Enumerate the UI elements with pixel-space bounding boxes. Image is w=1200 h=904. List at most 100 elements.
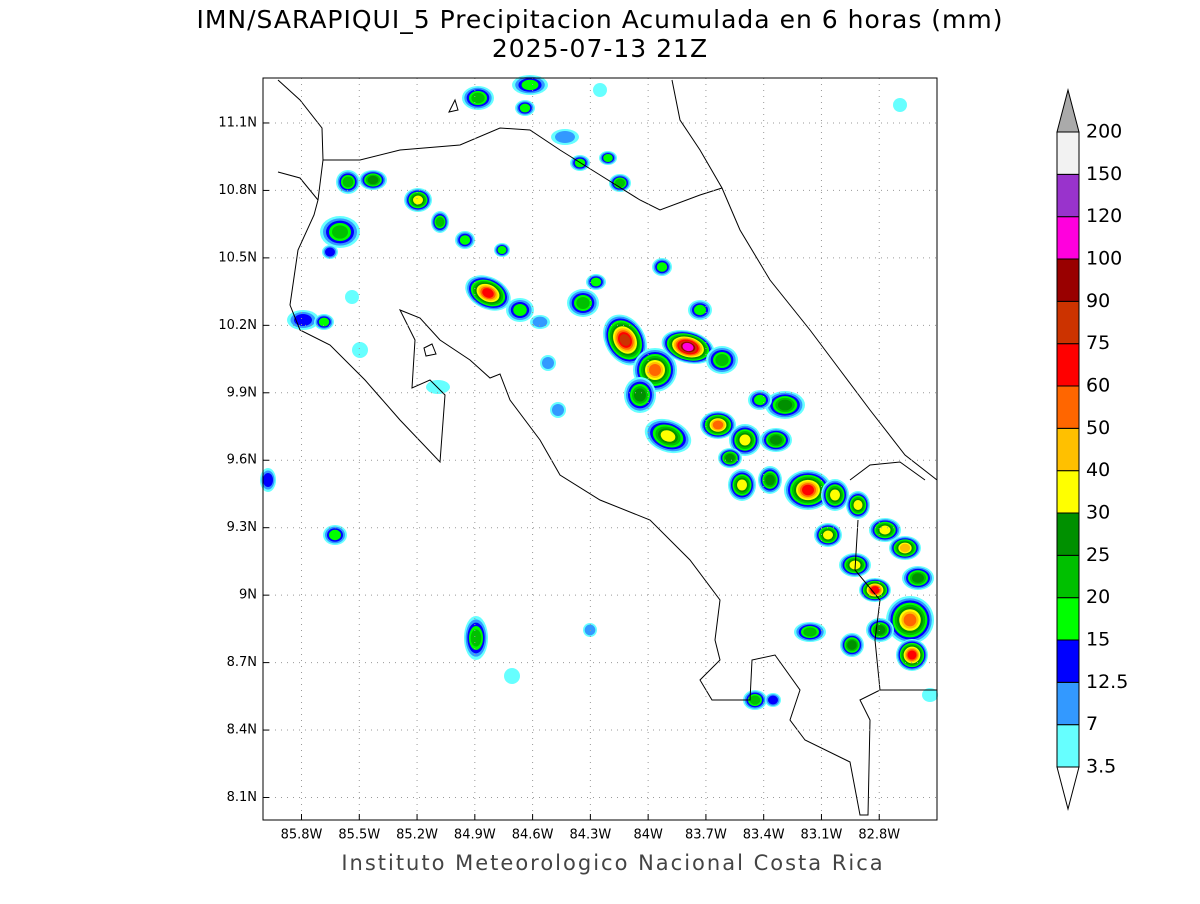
x-tick-label: 84W: [633, 828, 663, 843]
pacific-coast: [277, 171, 937, 816]
precip-area: [318, 317, 330, 327]
precip-area: [715, 354, 729, 366]
precip-area: [823, 530, 833, 540]
colorbar-label: 15: [1086, 629, 1110, 651]
x-tick-label: 84.3W: [569, 828, 611, 843]
precip-area: [725, 453, 735, 463]
colorbar-box: [1056, 597, 1080, 641]
precip-area: [532, 316, 548, 328]
precip-area: [899, 543, 911, 553]
precip-area: [345, 290, 359, 304]
precip-area: [739, 434, 751, 446]
footer: Instituto Meteorologico Nacional Costa R…: [341, 851, 884, 875]
precip-area: [555, 131, 575, 143]
colorbar-label: 30: [1086, 502, 1110, 524]
x-tick-label: 82.8W: [858, 828, 900, 843]
x-tick-label: 83.7W: [685, 828, 727, 843]
x-tick-label: 85.5W: [338, 828, 380, 843]
precip-layer: [260, 75, 938, 710]
precip-area: [922, 688, 938, 702]
y-tick-label: 10.5N: [218, 250, 257, 265]
precip-area: [329, 529, 341, 541]
colorbar-box: [1056, 385, 1080, 429]
colorbar-box: [1056, 724, 1080, 768]
border-panama: [849, 461, 926, 691]
colorbar-box: [1056, 343, 1080, 387]
precip-area: [342, 176, 354, 188]
precip-area: [754, 394, 766, 406]
y-tick-label: 10.2N: [218, 318, 257, 333]
colorbar-label: 25: [1086, 544, 1110, 566]
y-tick-label: 9.6N: [227, 453, 257, 468]
island: [423, 98, 459, 357]
precip-area: [912, 573, 924, 583]
precip-area: [853, 500, 863, 510]
colorbar-label: 12.5: [1086, 671, 1128, 693]
colorbar: 3.5 7 12.5 15 20 25 30 40 50 60 75 90 100 120 150 200: [1056, 88, 1128, 811]
precip-area: [660, 430, 676, 442]
precip-area: [471, 92, 485, 104]
x-tick-label: 83.4W: [743, 828, 785, 843]
axes: 8.1N 8.4N 8.7N 9N 9.3N 9.6N 9.9N 10.2N 10.5N 10.8…: [218, 78, 937, 843]
precip-area: [325, 247, 335, 257]
y-tick-label: 9N: [239, 588, 257, 603]
lake-shore: [277, 79, 324, 161]
precip-area: [770, 435, 782, 445]
precip-area: [903, 613, 917, 627]
y-tick-label: 11.1N: [218, 115, 257, 130]
precip-area: [749, 695, 761, 705]
precip-area: [712, 420, 724, 430]
precip-area: [590, 277, 602, 287]
colorbar-label: 75: [1086, 332, 1110, 354]
precip-area: [542, 357, 554, 369]
precip-area: [497, 246, 507, 254]
precip-area: [263, 473, 273, 487]
colorbar-label: 60: [1086, 375, 1110, 397]
colorbar-box: [1056, 258, 1080, 302]
precip-area: [649, 364, 661, 376]
precip-area: [777, 399, 793, 411]
precip-area: [426, 380, 450, 394]
y-tick-label: 8.1N: [227, 790, 257, 805]
precip-area: [552, 404, 564, 416]
colorbar-box: [1056, 131, 1080, 175]
y-tick-label: 8.7N: [227, 655, 257, 670]
precip-area: [294, 314, 312, 326]
colorbar-box: [1056, 300, 1080, 345]
precip-area: [615, 178, 625, 188]
colorbar-under: [1056, 766, 1080, 811]
y-tick-label: 8.4N: [227, 723, 257, 738]
colorbar-over: [1056, 88, 1080, 133]
precip-area: [694, 304, 706, 316]
border-nicaragua: [317, 127, 723, 211]
colorbar-label: 3.5: [1086, 756, 1116, 778]
precip-area: [603, 154, 613, 162]
colorbar-box: [1056, 427, 1080, 472]
colorbar-label: 20: [1086, 586, 1110, 608]
precip-area: [907, 650, 917, 660]
precip-area: [803, 627, 817, 637]
precip-area: [619, 334, 631, 346]
colorbar-label: 40: [1086, 459, 1110, 481]
precip-area: [482, 288, 494, 298]
precip-area: [459, 235, 471, 245]
precip-area: [521, 79, 539, 91]
x-tick-label: 84.6W: [512, 828, 554, 843]
colorbar-box: [1056, 512, 1080, 556]
precip-area: [682, 342, 694, 352]
precip-area: [634, 388, 646, 402]
precip-area: [802, 484, 814, 496]
precip-area: [879, 525, 891, 535]
colorbar-label: 200: [1086, 121, 1122, 143]
colorbar-box: [1056, 470, 1080, 514]
colorbar-label: 50: [1086, 417, 1110, 439]
x-tick-label: 83.1W: [801, 828, 843, 843]
y-tick-label: 9.3N: [227, 520, 257, 535]
precip-area: [367, 175, 379, 185]
x-tick-label: 84.9W: [454, 828, 496, 843]
precip-area: [470, 629, 482, 647]
colorbar-box: [1056, 681, 1080, 726]
precip-area: [847, 640, 857, 650]
precip-area: [513, 304, 527, 316]
